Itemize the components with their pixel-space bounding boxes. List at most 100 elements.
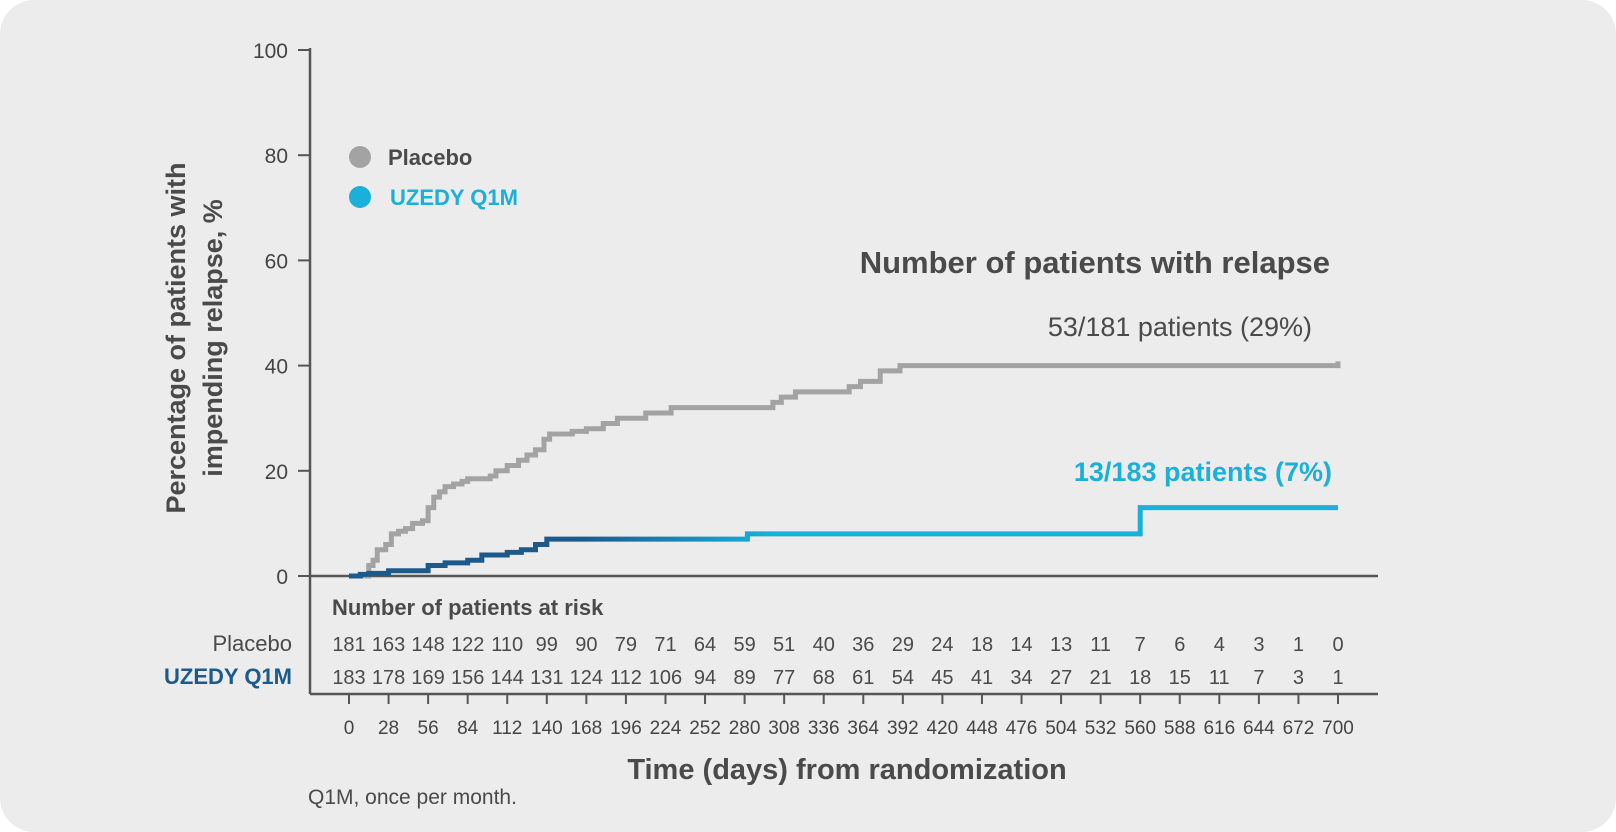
x-tick-label: 364 — [847, 718, 879, 739]
x-tick-label: 700 — [1322, 718, 1354, 739]
uzedy-result-label: 13/183 patients (7%) — [1074, 457, 1332, 487]
x-tick-label: 140 — [531, 718, 563, 739]
x-tick-label: 504 — [1045, 718, 1077, 739]
survival-curves — [349, 361, 1341, 579]
footnote: Q1M, once per month. — [308, 786, 517, 809]
uzedy-curve — [349, 505, 1338, 579]
placebo-curve — [349, 361, 1341, 579]
risk-value-uzedy: 183 — [332, 667, 365, 689]
risk-value-placebo: 110 — [491, 634, 523, 656]
risk-value-placebo: 64 — [694, 634, 716, 656]
risk-value-placebo: 36 — [852, 634, 874, 656]
x-tick-label: 112 — [492, 718, 522, 739]
y-tick-label: 40 — [265, 356, 288, 379]
x-axis: 0 28 56 84 112 140 168 196 224 252 280 308 336 364 392… — [310, 574, 1378, 739]
risk-value-uzedy: 15 — [1169, 667, 1191, 689]
risk-value-uzedy: 18 — [1129, 667, 1151, 689]
x-tick-label: 644 — [1243, 718, 1275, 739]
risk-value-uzedy: 54 — [892, 667, 914, 689]
y-tick-label: 0 — [276, 566, 288, 589]
risk-value-placebo: 14 — [1010, 634, 1032, 656]
legend: Placebo UZEDY Q1M — [349, 145, 518, 210]
x-tick-label: 168 — [571, 718, 603, 739]
risk-table: Number of patients at risk Placebo UZEDY… — [164, 595, 1344, 689]
x-tick-label: 532 — [1085, 718, 1117, 739]
risk-value-uzedy: 3 — [1293, 667, 1304, 689]
y-tick-label: 60 — [265, 250, 288, 273]
risk-value-placebo: 51 — [773, 634, 795, 656]
risk-value-uzedy: 21 — [1090, 667, 1112, 689]
x-tick-label: 224 — [650, 718, 682, 739]
risk-value-uzedy: 106 — [649, 667, 682, 689]
risk-value-placebo: 11 — [1090, 634, 1111, 656]
placebo-result-label: 53/181 patients (29%) — [1048, 312, 1312, 342]
legend-label-placebo: Placebo — [388, 145, 472, 170]
x-tick-label: 392 — [887, 718, 919, 739]
risk-value-uzedy: 1 — [1332, 667, 1343, 689]
relapse-heading: Number of patients with relapse — [860, 245, 1330, 280]
legend-marker-placebo — [349, 146, 371, 168]
risk-value-uzedy: 112 — [610, 667, 642, 689]
x-tick-label: 308 — [768, 718, 800, 739]
risk-value-placebo: 7 — [1135, 634, 1146, 656]
risk-value-placebo: 18 — [971, 634, 993, 656]
risk-value-uzedy: 41 — [971, 667, 993, 689]
risk-value-uzedy: 34 — [1010, 667, 1032, 689]
x-tick-label: 280 — [729, 718, 761, 739]
risk-value-placebo: 122 — [451, 634, 484, 656]
risk-value-placebo: 1 — [1293, 634, 1304, 656]
risk-value-placebo: 79 — [615, 634, 637, 656]
risk-value-uzedy: 156 — [451, 667, 484, 689]
x-tick-label: 28 — [378, 718, 399, 739]
risk-value-uzedy: 144 — [491, 667, 524, 689]
x-tick-label: 0 — [344, 718, 355, 739]
x-tick-label: 448 — [966, 718, 998, 739]
x-tick-label: 84 — [457, 718, 479, 739]
legend-label-uzedy: UZEDY Q1M — [390, 185, 518, 210]
legend-marker-uzedy — [349, 186, 371, 208]
x-tick-label: 420 — [927, 718, 959, 739]
risk-value-placebo: 59 — [733, 634, 755, 656]
risk-value-uzedy: 68 — [813, 667, 835, 689]
y-tick-label: 100 — [253, 40, 288, 63]
x-tick-label: 560 — [1124, 718, 1156, 739]
risk-value-uzedy: 27 — [1050, 667, 1072, 689]
risk-value-placebo: 181 — [332, 634, 365, 656]
x-tick-label: 672 — [1283, 718, 1315, 739]
risk-row-label-uzedy: UZEDY Q1M — [164, 664, 292, 689]
risk-value-uzedy: 89 — [733, 667, 755, 689]
risk-value-placebo: 40 — [813, 634, 835, 656]
y-axis-label-line1: Percentage of patients with — [161, 162, 191, 513]
risk-row-label-placebo: Placebo — [212, 631, 292, 656]
risk-value-uzedy: 11 — [1209, 667, 1230, 689]
risk-value-placebo: 90 — [575, 634, 597, 656]
y-axis: 0 20 40 60 80 100 — [253, 40, 312, 694]
risk-value-placebo: 6 — [1174, 634, 1185, 656]
risk-value-uzedy: 169 — [411, 667, 444, 689]
risk-value-placebo: 4 — [1214, 634, 1225, 656]
risk-value-uzedy: 61 — [852, 667, 874, 689]
risk-value-placebo: 99 — [536, 634, 558, 656]
risk-value-uzedy: 131 — [530, 667, 563, 689]
x-tick-label: 336 — [808, 718, 840, 739]
risk-value-placebo: 3 — [1253, 634, 1264, 656]
x-axis-label: Time (days) from randomization — [627, 754, 1066, 786]
x-tick-label: 56 — [418, 718, 439, 739]
risk-value-uzedy: 94 — [694, 667, 716, 689]
risk-value-uzedy: 77 — [773, 667, 795, 689]
risk-value-placebo: 24 — [931, 634, 953, 656]
risk-value-placebo: 13 — [1050, 634, 1072, 656]
risk-table-title: Number of patients at risk — [332, 595, 604, 620]
risk-value-placebo: 0 — [1332, 634, 1343, 656]
risk-value-placebo: 71 — [654, 634, 676, 656]
risk-value-uzedy: 178 — [372, 667, 405, 689]
x-tick-label: 616 — [1203, 718, 1235, 739]
risk-value-placebo: 163 — [372, 634, 405, 656]
x-tick-label: 196 — [610, 718, 642, 739]
risk-value-uzedy: 45 — [931, 667, 953, 689]
risk-value-placebo: 29 — [892, 634, 914, 656]
risk-value-uzedy: 7 — [1253, 667, 1264, 689]
x-tick-label: 476 — [1006, 718, 1038, 739]
